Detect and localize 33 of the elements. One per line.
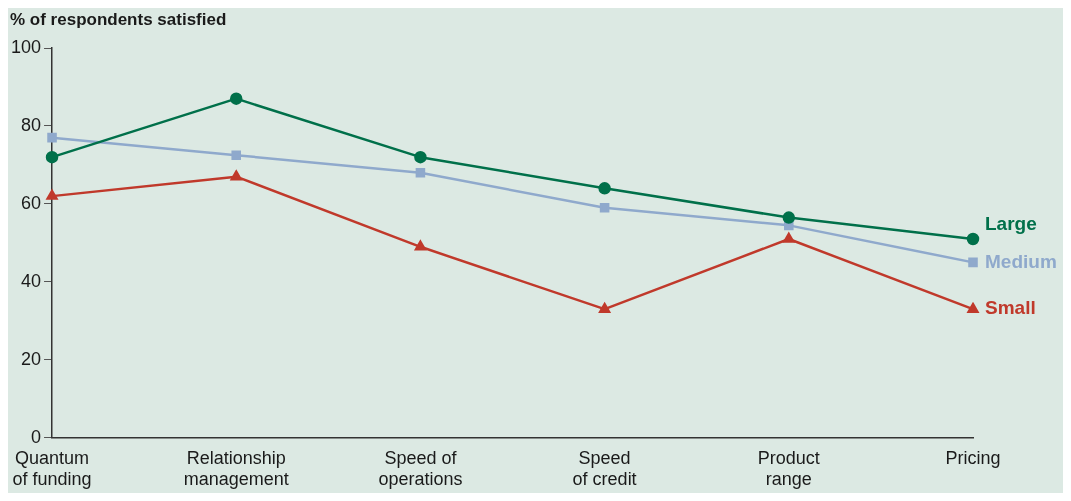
point	[45, 150, 59, 164]
y-tick-label: 40	[21, 270, 42, 291]
series-label: Large	[985, 213, 1037, 235]
point	[231, 150, 242, 160]
y-axis-title: % of respondents satisfied	[10, 10, 227, 30]
point	[415, 167, 426, 178]
point	[229, 92, 243, 105]
point	[598, 182, 611, 195]
point	[47, 132, 57, 143]
x-tick-label: Pricing	[945, 447, 1001, 468]
point	[782, 211, 796, 224]
x-tick-label: Speed of operations	[378, 447, 463, 490]
series-label: Medium	[985, 250, 1057, 272]
point	[968, 257, 978, 268]
x-tick-label: Quantum of funding	[12, 447, 92, 490]
x-tick-label: Product range	[757, 447, 820, 490]
x-tick-label: Relationship management	[183, 447, 289, 490]
x-tick-label: Speed of credit	[572, 447, 637, 490]
y-tick-label: 0	[31, 426, 42, 447]
y-tick-label: 100	[10, 36, 42, 57]
point	[967, 302, 979, 313]
y-tick-label: 60	[21, 192, 42, 213]
point	[414, 150, 427, 164]
series-label: Small	[985, 297, 1036, 319]
point	[414, 240, 426, 251]
point	[783, 232, 795, 243]
point	[46, 189, 58, 200]
y-tick-label: 20	[21, 348, 42, 369]
point	[599, 203, 610, 213]
point	[966, 232, 980, 246]
y-tick-label: 80	[21, 114, 42, 135]
point	[230, 170, 242, 181]
point	[599, 302, 611, 313]
